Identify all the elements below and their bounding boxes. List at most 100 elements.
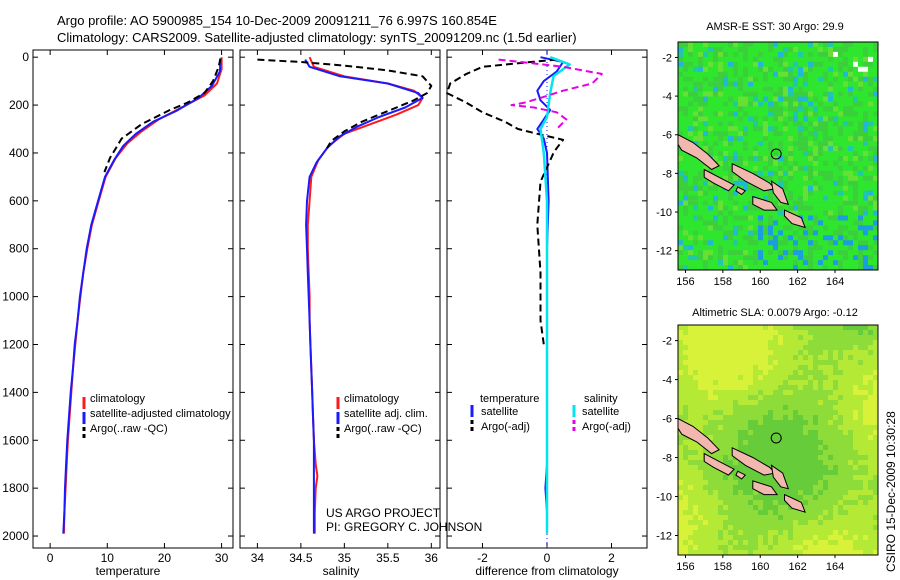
heatmap-cell (808, 345, 814, 351)
heatmap-cell (793, 71, 799, 77)
heatmap-cell (848, 66, 854, 73)
heatmap-cell (853, 91, 859, 97)
heatmap-cell (773, 350, 779, 356)
heatmap-cell (863, 240, 869, 246)
heatmap-cell (713, 485, 719, 491)
heatmap-cell (818, 455, 824, 461)
heatmap-cell (848, 141, 854, 147)
heatmap-cell (778, 91, 784, 97)
heatmap-cell (818, 505, 824, 511)
heatmap-cell (808, 160, 814, 167)
heatmap-cell (728, 505, 734, 511)
heatmap-cell (718, 190, 724, 196)
heatmap-cell (718, 485, 724, 491)
heatmap-cell (728, 81, 734, 87)
y-tick-label: -4 (662, 91, 672, 103)
heatmap-cell (678, 545, 684, 551)
heatmap-cell (818, 545, 824, 551)
heatmap-cell (783, 42, 789, 48)
heatmap-cell (753, 116, 759, 122)
heatmap-cell (748, 345, 754, 351)
heatmap-cell (843, 450, 849, 456)
heatmap-cell (713, 490, 719, 496)
heatmap-cell (678, 121, 684, 127)
heatmap-cell (693, 210, 699, 216)
heatmap-cell (698, 485, 704, 491)
heatmap-cell (813, 470, 819, 476)
heatmap-cell (733, 540, 739, 546)
heatmap-cell (748, 205, 754, 211)
heatmap-cell (693, 141, 699, 147)
heatmap-cell (718, 325, 724, 331)
heatmap-cell (843, 146, 849, 152)
heatmap-cell (748, 116, 754, 122)
heatmap-cell (683, 350, 689, 356)
heatmap-cell (868, 215, 874, 221)
heatmap-cell (818, 350, 824, 356)
heatmap-cell (813, 116, 819, 122)
heatmap-cell (688, 465, 694, 471)
heatmap-cell (748, 540, 754, 546)
heatmap-cell (818, 121, 824, 127)
heatmap-cell (788, 126, 794, 132)
heatmap-cell (833, 395, 839, 401)
heatmap-cell (788, 525, 794, 531)
heatmap-cell (773, 215, 779, 221)
heatmap-cell (693, 455, 699, 461)
temperature-xlabel: temperature (96, 564, 161, 578)
heatmap-cell (748, 375, 754, 381)
heatmap-cell (718, 380, 724, 386)
heatmap-cell (678, 200, 684, 206)
heatmap-cell (693, 380, 699, 386)
heatmap-cell (803, 460, 809, 466)
heatmap-cell (838, 156, 844, 162)
heatmap-cell (688, 160, 694, 167)
heatmap-cell (808, 260, 814, 266)
heatmap-cell (813, 71, 819, 77)
heatmap-cell (788, 535, 794, 541)
heatmap-cell (808, 245, 814, 251)
heatmap-cell (748, 190, 754, 196)
heatmap-cell (728, 550, 734, 556)
heatmap-cell (703, 131, 709, 137)
heatmap-cell (833, 535, 839, 541)
heatmap-cell (823, 385, 829, 391)
heatmap-cell (828, 116, 834, 122)
heatmap-cell (843, 250, 849, 256)
heatmap-cell (838, 370, 844, 376)
heatmap-cell (708, 420, 714, 426)
heatmap-cell (733, 475, 739, 481)
heatmap-cell (738, 325, 744, 331)
heatmap-cell (688, 510, 694, 516)
heatmap-cell (703, 195, 709, 201)
heatmap-cell (853, 355, 859, 361)
heatmap-cell (823, 91, 829, 97)
heatmap-cell (838, 485, 844, 491)
heatmap-cell (818, 260, 824, 266)
heatmap-cell (793, 395, 799, 401)
heatmap-cell (713, 350, 719, 356)
heatmap-cell (863, 335, 869, 341)
heatmap-cell (708, 81, 714, 87)
heatmap-cell (843, 460, 849, 466)
heatmap-cell (708, 380, 714, 386)
heatmap-cell (863, 131, 869, 137)
heatmap-cell (708, 340, 714, 346)
heatmap-cell (778, 485, 784, 491)
heatmap-cell (698, 380, 704, 386)
heatmap-cell (678, 101, 684, 107)
heatmap-cell (828, 160, 834, 167)
heatmap-cell (698, 545, 704, 551)
heatmap-cell (748, 56, 754, 63)
heatmap-cell (828, 375, 834, 381)
x-tick-label: 2 (608, 551, 615, 565)
heatmap-cell (738, 46, 744, 53)
heatmap-cell (798, 440, 804, 446)
heatmap-cell (743, 495, 749, 501)
heatmap-cell (818, 136, 824, 142)
heatmap-cell (713, 170, 719, 177)
heatmap-cell (798, 340, 804, 346)
heatmap-cell (733, 345, 739, 351)
heatmap-cell (833, 485, 839, 491)
heatmap-cell (873, 450, 879, 456)
